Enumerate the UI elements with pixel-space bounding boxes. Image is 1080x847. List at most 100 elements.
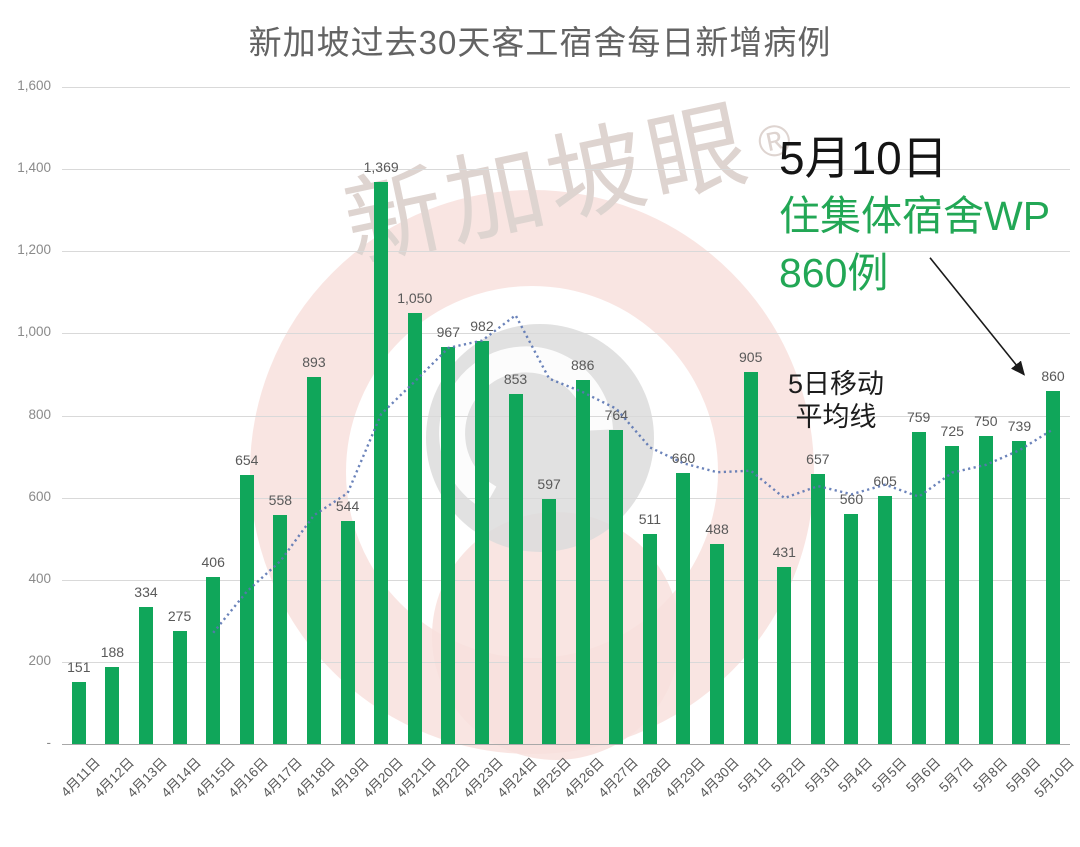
bar-4月30日 xyxy=(710,543,725,744)
bar-value-label: 560 xyxy=(839,491,864,508)
bar-4月13日 xyxy=(138,606,153,744)
y-tick-label-1600: 1,600 xyxy=(17,78,51,93)
bar-slot-5月6日: 759 5月6日 xyxy=(902,87,943,795)
bar-value-label: 860 xyxy=(1041,367,1065,384)
bar-value-label: 759 xyxy=(906,409,931,426)
bar-5月10日 xyxy=(1046,390,1061,744)
bar-slot-4月11日: 151 4月11日 xyxy=(58,87,103,800)
bar-value-label: 982 xyxy=(470,317,494,334)
moving-average-line xyxy=(212,313,1054,634)
bar-5月8日 xyxy=(978,436,993,744)
moving-average-label: 5日移动 平均线 xyxy=(770,368,902,434)
gridline-800 xyxy=(62,415,1070,417)
bar-4月24日 xyxy=(508,393,523,744)
bar-5月7日 xyxy=(945,446,960,744)
bar-4月18日 xyxy=(306,377,321,744)
bar-4月28日 xyxy=(642,534,657,744)
bar-4月22日 xyxy=(441,346,456,744)
gridline-1400 xyxy=(62,169,1070,171)
bar-slot-4月26日: 886 4月26日 xyxy=(562,87,608,800)
bar-value-label: 905 xyxy=(738,349,763,366)
bar-value-label: 725 xyxy=(940,423,964,440)
bar-value-label: 967 xyxy=(436,323,461,340)
bar-4月26日 xyxy=(575,380,590,744)
bar-slot-4月30日: 488 4月30日 xyxy=(696,87,742,801)
bar-5月3日 xyxy=(810,474,825,744)
bar-slot-4月22日: 967 4月22日 xyxy=(427,87,473,801)
annotation-dorm-wp: 住集体宿舍WP xyxy=(779,193,1051,239)
bar-slot-5月8日: 750 5月8日 xyxy=(969,87,1010,795)
bar-5月2日 xyxy=(777,567,792,744)
bar-value-label: 558 xyxy=(268,491,293,508)
bar-slot-4月12日: 188 4月12日 xyxy=(91,87,137,801)
bar-value-label: 750 xyxy=(974,413,998,430)
chart-title: 新加坡过去30天客工宿舍每日新增病例 xyxy=(248,24,832,61)
bar-5月6日 xyxy=(911,432,926,744)
bar-value-label: 605 xyxy=(873,472,897,489)
gridline-200 xyxy=(62,661,1070,663)
line-overlay xyxy=(212,257,1054,634)
bar-value-label: 488 xyxy=(705,520,729,537)
gridline-1600 xyxy=(62,87,1070,88)
bar-value-label: 511 xyxy=(638,511,662,528)
bar-4月27日 xyxy=(609,430,624,744)
bar-value-label: 1,050 xyxy=(397,289,433,306)
bar-4月12日 xyxy=(105,666,120,744)
bar-slot-4月24日: 853 4月24日 xyxy=(494,87,540,801)
bar-value-label: 739 xyxy=(1007,417,1032,434)
bar-slot-5月1日: 905 5月1日 xyxy=(734,87,775,795)
y-tick-label-600: 600 xyxy=(28,488,51,504)
y-tick-label-200: 200 xyxy=(28,652,51,668)
bar-slot-4月17日: 558 4月17日 xyxy=(259,87,305,801)
bar-value-label: 886 xyxy=(571,357,595,374)
bar-slot-4月23日: 982 4月23日 xyxy=(461,87,507,801)
bar-4月19日 xyxy=(340,520,355,744)
bar-value-label: 334 xyxy=(134,583,158,600)
bar-value-label: 544 xyxy=(335,497,360,514)
bar-value-label: 406 xyxy=(201,554,225,571)
bar-4月15日 xyxy=(206,577,221,744)
bar-slot-5月9日: 739 5月9日 xyxy=(1003,87,1044,796)
bar-slot-4月19日: 544 4月19日 xyxy=(326,87,372,801)
bar-value-label: 657 xyxy=(806,451,830,468)
bar-slot-4月14日: 275 4月14日 xyxy=(158,87,204,800)
gridline-600 xyxy=(62,497,1070,499)
bar-5月1日 xyxy=(743,372,758,744)
bar-5月4日 xyxy=(844,514,859,744)
bar-5月5日 xyxy=(878,495,893,744)
bar-slot-4月13日: 334 4月13日 xyxy=(125,87,171,801)
bar-value-label: 660 xyxy=(671,450,696,466)
bar-4月14日 xyxy=(172,631,187,744)
bar-slot-5月4日: 560 5月4日 xyxy=(835,87,876,795)
bar-4月23日 xyxy=(474,340,489,744)
bar-slot-4月18日: 893 4月18日 xyxy=(293,87,339,800)
bar-slot-4月29日: 660 4月29日 xyxy=(662,87,708,800)
moving-average-label-line1: 5日移动 xyxy=(787,369,885,399)
bar-value-label: 1,369 xyxy=(363,158,399,175)
bar-4月17日 xyxy=(273,514,288,744)
bar-5月9日 xyxy=(1012,440,1027,744)
bar-slot-4月20日: 1,369 4月20日 xyxy=(360,87,406,801)
bar-slot-4月15日: 406 4月15日 xyxy=(192,87,238,800)
bar-value-label: 597 xyxy=(537,475,561,492)
bar-value-label: 431 xyxy=(772,544,796,561)
bar-4月20日 xyxy=(374,181,389,744)
bar-slot-4月28日: 511 4月28日 xyxy=(629,87,675,800)
bar-slot-4月25日: 597 4月25日 xyxy=(528,87,574,801)
annotation-case-count: 860例 xyxy=(779,250,889,296)
bar-series: 151 4月11日 188 4月12日 334 4月13日 275 4月14日 406 4月15日… xyxy=(58,87,1078,801)
y-tick-label-0: - xyxy=(46,735,52,750)
y-tick-label-800: 800 xyxy=(28,406,51,422)
moving-average-label-line2: 平均线 xyxy=(795,402,877,432)
bar-value-label: 654 xyxy=(235,452,259,469)
bar-slot-5月2日: 431 5月2日 xyxy=(767,87,808,795)
bar-4月11日 xyxy=(71,682,86,744)
y-tick-label-400: 400 xyxy=(28,570,51,586)
bar-slot-5月10日: 860 5月10日 xyxy=(1032,87,1078,801)
plot-area: 1,600 1,400 1,200 1,000 800 600 400 200 - 151 4月1… xyxy=(17,78,1078,801)
annotation-date: 5月10日 xyxy=(779,132,948,184)
bar-slot-4月16日: 654 4月16日 xyxy=(226,87,272,800)
bar-value-label: 275 xyxy=(167,608,192,625)
bar-4月25日 xyxy=(542,498,557,744)
